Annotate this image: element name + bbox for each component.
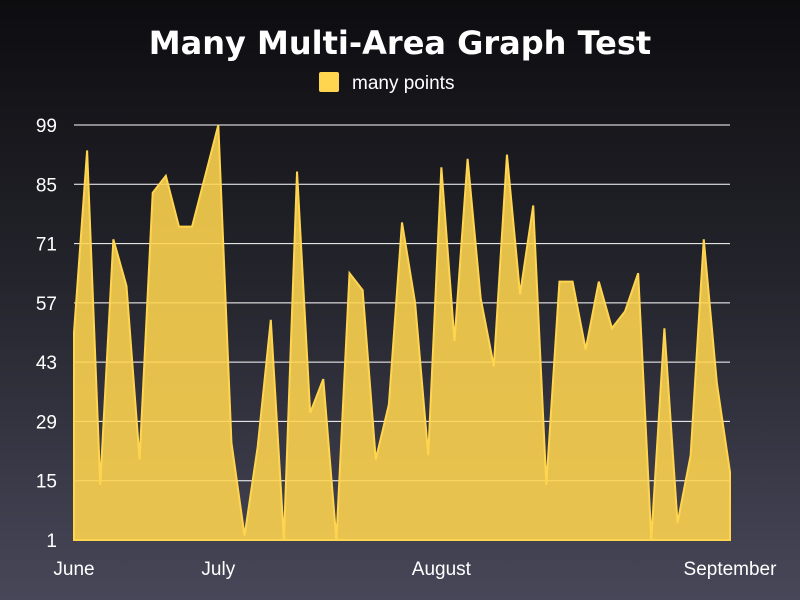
data-point[interactable]	[701, 236, 707, 242]
x-tick-label: September	[684, 559, 778, 580]
data-point[interactable]	[478, 296, 484, 302]
x-tick-label: July	[201, 559, 235, 580]
y-tick-label: 71	[36, 235, 57, 256]
data-point[interactable]	[412, 300, 418, 306]
y-tick-label: 1	[46, 531, 57, 552]
y-tick-label: 29	[36, 412, 57, 433]
x-axis-ticks: June July August September	[53, 559, 777, 580]
y-tick-label: 57	[36, 294, 57, 315]
chart-title: Many Multi-Area Graph Test	[149, 24, 651, 62]
x-tick-label: August	[412, 559, 472, 580]
data-point[interactable]	[137, 457, 143, 463]
data-point[interactable]	[163, 173, 169, 179]
data-point[interactable]	[688, 452, 694, 458]
data-point[interactable]	[215, 122, 221, 128]
data-point[interactable]	[150, 190, 156, 196]
data-point[interactable]	[451, 338, 457, 344]
data-point[interactable]	[202, 173, 208, 179]
data-point[interactable]	[609, 325, 615, 331]
data-point[interactable]	[556, 279, 562, 285]
data-point[interactable]	[373, 457, 379, 463]
data-point[interactable]	[465, 156, 471, 162]
data-point[interactable]	[189, 224, 195, 230]
data-point[interactable]	[255, 444, 261, 450]
data-point[interactable]	[661, 325, 667, 331]
data-point[interactable]	[491, 363, 497, 369]
data-point[interactable]	[242, 533, 248, 539]
data-point[interactable]	[714, 380, 720, 386]
data-point[interactable]	[675, 520, 681, 526]
data-point[interactable]	[635, 270, 641, 276]
data-point[interactable]	[425, 452, 431, 458]
data-point[interactable]	[648, 537, 654, 543]
y-tick-label: 43	[36, 353, 57, 374]
y-tick-label: 99	[36, 116, 57, 137]
data-point[interactable]	[504, 152, 510, 158]
data-point[interactable]	[110, 236, 116, 242]
area-series	[71, 122, 733, 543]
data-point[interactable]	[320, 376, 326, 382]
data-point[interactable]	[347, 270, 353, 276]
data-point[interactable]	[583, 346, 589, 352]
data-point[interactable]	[727, 469, 733, 475]
y-tick-label: 15	[36, 472, 57, 493]
x-tick-label: June	[53, 559, 94, 580]
y-tick-label: 85	[36, 175, 57, 196]
data-point[interactable]	[596, 279, 602, 285]
data-point[interactable]	[333, 537, 339, 543]
y-axis-ticks: 1 15 29 43 57 71 85 99	[36, 116, 57, 552]
data-point[interactable]	[438, 164, 444, 170]
data-point[interactable]	[399, 219, 405, 225]
legend-swatch-many-points[interactable]	[319, 72, 339, 92]
data-point[interactable]	[307, 410, 313, 416]
data-point[interactable]	[570, 279, 576, 285]
data-point[interactable]	[360, 287, 366, 293]
data-point[interactable]	[281, 537, 287, 543]
data-point[interactable]	[386, 401, 392, 407]
data-point[interactable]	[622, 308, 628, 314]
data-point[interactable]	[268, 317, 274, 323]
data-point[interactable]	[123, 283, 129, 289]
data-point[interactable]	[84, 147, 90, 153]
data-point[interactable]	[228, 440, 234, 446]
data-point[interactable]	[517, 291, 523, 297]
legend-label-many-points[interactable]: many points	[352, 73, 454, 94]
data-point[interactable]	[530, 202, 536, 208]
data-point[interactable]	[176, 224, 182, 230]
data-point[interactable]	[71, 330, 77, 336]
data-point[interactable]	[97, 482, 103, 488]
data-point[interactable]	[294, 169, 300, 175]
data-point[interactable]	[543, 482, 549, 488]
area-many-points[interactable]	[73, 124, 731, 541]
